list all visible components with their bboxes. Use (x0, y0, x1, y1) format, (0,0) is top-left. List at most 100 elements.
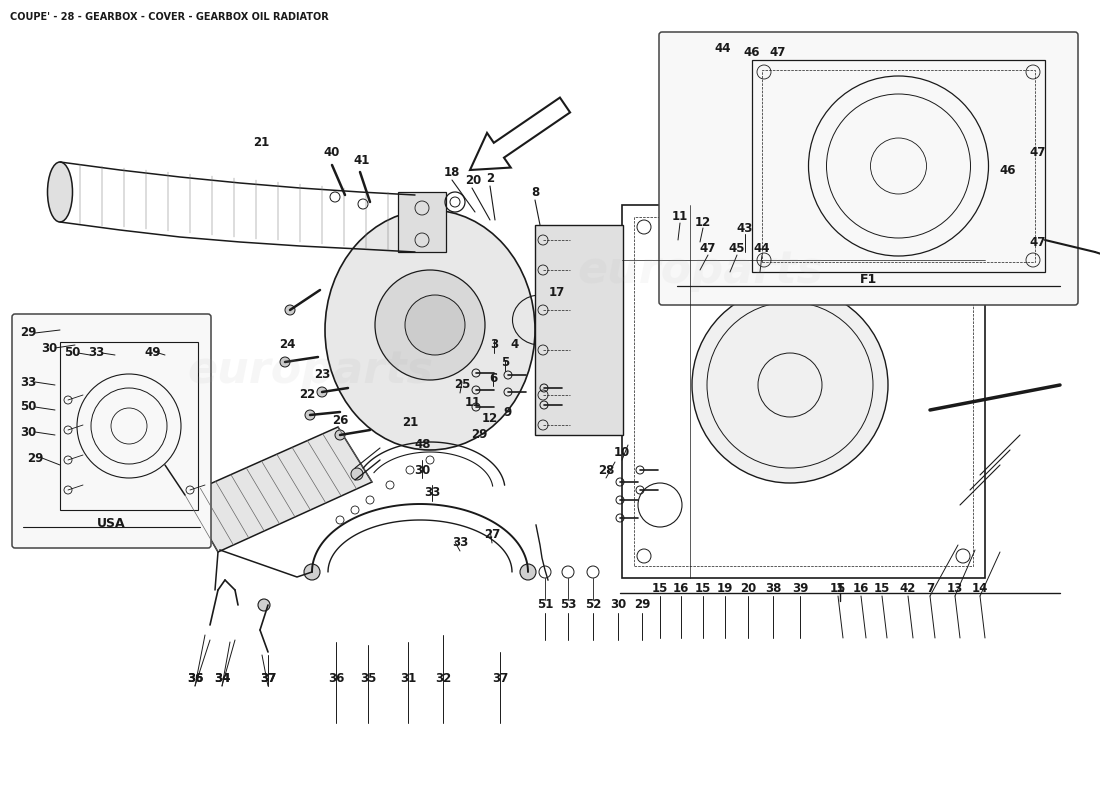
Text: 29: 29 (634, 598, 650, 611)
Polygon shape (185, 427, 372, 552)
Text: 28: 28 (597, 463, 614, 477)
Text: 13: 13 (947, 582, 964, 594)
Text: 16: 16 (673, 582, 690, 594)
Text: 29: 29 (471, 429, 487, 442)
Text: 2: 2 (486, 171, 494, 185)
Text: 30: 30 (414, 463, 430, 477)
Text: 30: 30 (20, 426, 36, 438)
Text: 8: 8 (531, 186, 539, 198)
Text: 11: 11 (465, 395, 481, 409)
Text: 15: 15 (829, 582, 846, 594)
Text: 5: 5 (500, 357, 509, 370)
Text: 18: 18 (443, 166, 460, 178)
Ellipse shape (47, 162, 73, 222)
Text: 44: 44 (754, 242, 770, 255)
Text: F1: F1 (860, 273, 877, 286)
Text: 36: 36 (187, 671, 204, 685)
Text: 19: 19 (717, 582, 734, 594)
Text: 51: 51 (537, 598, 553, 611)
Text: 29: 29 (20, 326, 36, 339)
Text: 29: 29 (26, 451, 43, 465)
Text: 32: 32 (434, 671, 451, 685)
Text: 45: 45 (728, 242, 746, 255)
Circle shape (305, 410, 315, 420)
Bar (752, 60, 1045, 272)
Text: 46: 46 (1000, 163, 1016, 177)
Text: 37: 37 (260, 671, 276, 685)
Text: 22: 22 (299, 389, 315, 402)
Text: europarts: europarts (578, 249, 823, 291)
Text: 11: 11 (672, 210, 689, 223)
Text: 20: 20 (740, 582, 756, 594)
Text: 49: 49 (145, 346, 162, 358)
Text: 16: 16 (852, 582, 869, 594)
Text: 39: 39 (792, 582, 808, 594)
Circle shape (304, 564, 320, 580)
Bar (535, 225, 623, 435)
Text: 9: 9 (504, 406, 513, 419)
Text: 30: 30 (609, 598, 626, 611)
Text: 15: 15 (873, 582, 890, 594)
Circle shape (692, 287, 888, 483)
Circle shape (520, 564, 536, 580)
Text: europarts: europarts (187, 349, 433, 391)
Text: 14: 14 (971, 582, 988, 594)
Text: USA: USA (97, 517, 125, 530)
Text: 52: 52 (585, 598, 602, 611)
Text: 47: 47 (770, 46, 786, 58)
Bar (60, 342, 198, 510)
Text: 40: 40 (323, 146, 340, 158)
Text: 34: 34 (213, 671, 230, 685)
Text: 42: 42 (900, 582, 916, 594)
Text: 15: 15 (695, 582, 712, 594)
Text: 34: 34 (213, 671, 230, 685)
Text: 7: 7 (926, 582, 934, 594)
FancyBboxPatch shape (12, 314, 211, 548)
Text: 25: 25 (454, 378, 470, 391)
Text: 21: 21 (402, 417, 418, 430)
Text: 44: 44 (715, 42, 732, 54)
Bar (762, 70, 1035, 262)
Text: 17: 17 (549, 286, 565, 299)
Text: 47: 47 (1030, 146, 1046, 158)
Text: 15: 15 (652, 582, 668, 594)
Text: 37: 37 (260, 671, 276, 685)
Text: 23: 23 (314, 369, 330, 382)
Text: 46: 46 (744, 46, 760, 58)
Circle shape (375, 270, 485, 380)
Text: 47: 47 (700, 242, 716, 255)
Text: 20: 20 (465, 174, 481, 186)
Bar (634, 217, 974, 566)
Bar (621, 205, 984, 578)
Text: 36: 36 (187, 671, 204, 685)
Text: 33: 33 (20, 375, 36, 389)
Ellipse shape (324, 210, 535, 450)
Circle shape (351, 468, 363, 480)
Text: 43: 43 (737, 222, 754, 234)
Text: 24: 24 (278, 338, 295, 351)
Circle shape (405, 295, 465, 355)
Text: 37: 37 (492, 671, 508, 685)
FancyArrow shape (470, 98, 570, 170)
Text: 3: 3 (490, 338, 498, 351)
Text: 26: 26 (332, 414, 349, 426)
Text: 1: 1 (836, 582, 845, 595)
Text: 4: 4 (510, 338, 519, 351)
Text: 38: 38 (764, 582, 781, 594)
Circle shape (317, 387, 327, 397)
Text: 27: 27 (484, 529, 500, 542)
Text: COUPE' - 28 - GEARBOX - COVER - GEARBOX OIL RADIATOR: COUPE' - 28 - GEARBOX - COVER - GEARBOX … (10, 12, 329, 22)
FancyBboxPatch shape (659, 32, 1078, 305)
Text: 33: 33 (424, 486, 440, 499)
Text: 6: 6 (488, 371, 497, 385)
Text: 41: 41 (354, 154, 371, 166)
Text: 21: 21 (253, 135, 270, 149)
Text: 10: 10 (614, 446, 630, 458)
Bar (398, 192, 446, 252)
Text: 47: 47 (1030, 235, 1046, 249)
Text: 50: 50 (20, 401, 36, 414)
Text: 30: 30 (41, 342, 57, 354)
Text: 12: 12 (695, 215, 711, 229)
Text: 35: 35 (360, 671, 376, 685)
Text: 53: 53 (560, 598, 576, 611)
